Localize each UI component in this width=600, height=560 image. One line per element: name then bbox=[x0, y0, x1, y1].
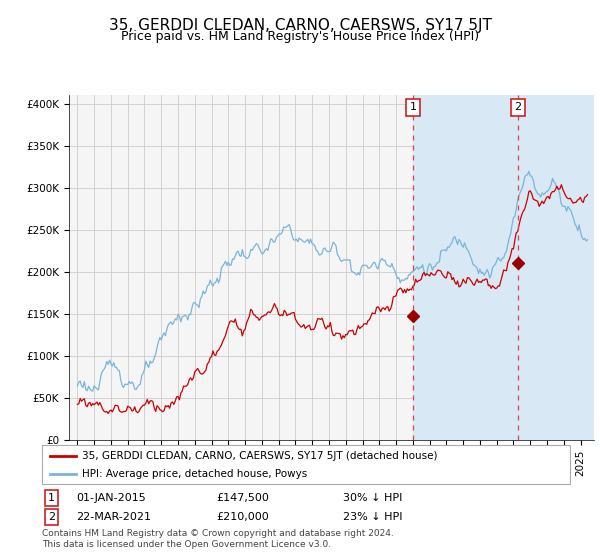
Text: Contains HM Land Registry data © Crown copyright and database right 2024.
This d: Contains HM Land Registry data © Crown c… bbox=[42, 529, 394, 549]
Text: 01-JAN-2015: 01-JAN-2015 bbox=[76, 493, 146, 503]
Text: 23% ↓ HPI: 23% ↓ HPI bbox=[343, 512, 403, 522]
Text: £147,500: £147,500 bbox=[216, 493, 269, 503]
Text: HPI: Average price, detached house, Powys: HPI: Average price, detached house, Powy… bbox=[82, 469, 307, 479]
Text: 35, GERDDI CLEDAN, CARNO, CAERSWS, SY17 5JT: 35, GERDDI CLEDAN, CARNO, CAERSWS, SY17 … bbox=[109, 18, 491, 34]
Text: 35, GERDDI CLEDAN, CARNO, CAERSWS, SY17 5JT (detached house): 35, GERDDI CLEDAN, CARNO, CAERSWS, SY17 … bbox=[82, 451, 437, 461]
Text: 2: 2 bbox=[48, 512, 55, 522]
Text: 22-MAR-2021: 22-MAR-2021 bbox=[76, 512, 151, 522]
Bar bbox=[413, 95, 594, 440]
Text: Price paid vs. HM Land Registry's House Price Index (HPI): Price paid vs. HM Land Registry's House … bbox=[121, 30, 479, 43]
FancyBboxPatch shape bbox=[42, 445, 570, 484]
Text: £210,000: £210,000 bbox=[216, 512, 269, 522]
Text: 30% ↓ HPI: 30% ↓ HPI bbox=[343, 493, 403, 503]
Text: 1: 1 bbox=[48, 493, 55, 503]
Text: 1: 1 bbox=[409, 102, 416, 112]
Text: 2: 2 bbox=[514, 102, 521, 112]
